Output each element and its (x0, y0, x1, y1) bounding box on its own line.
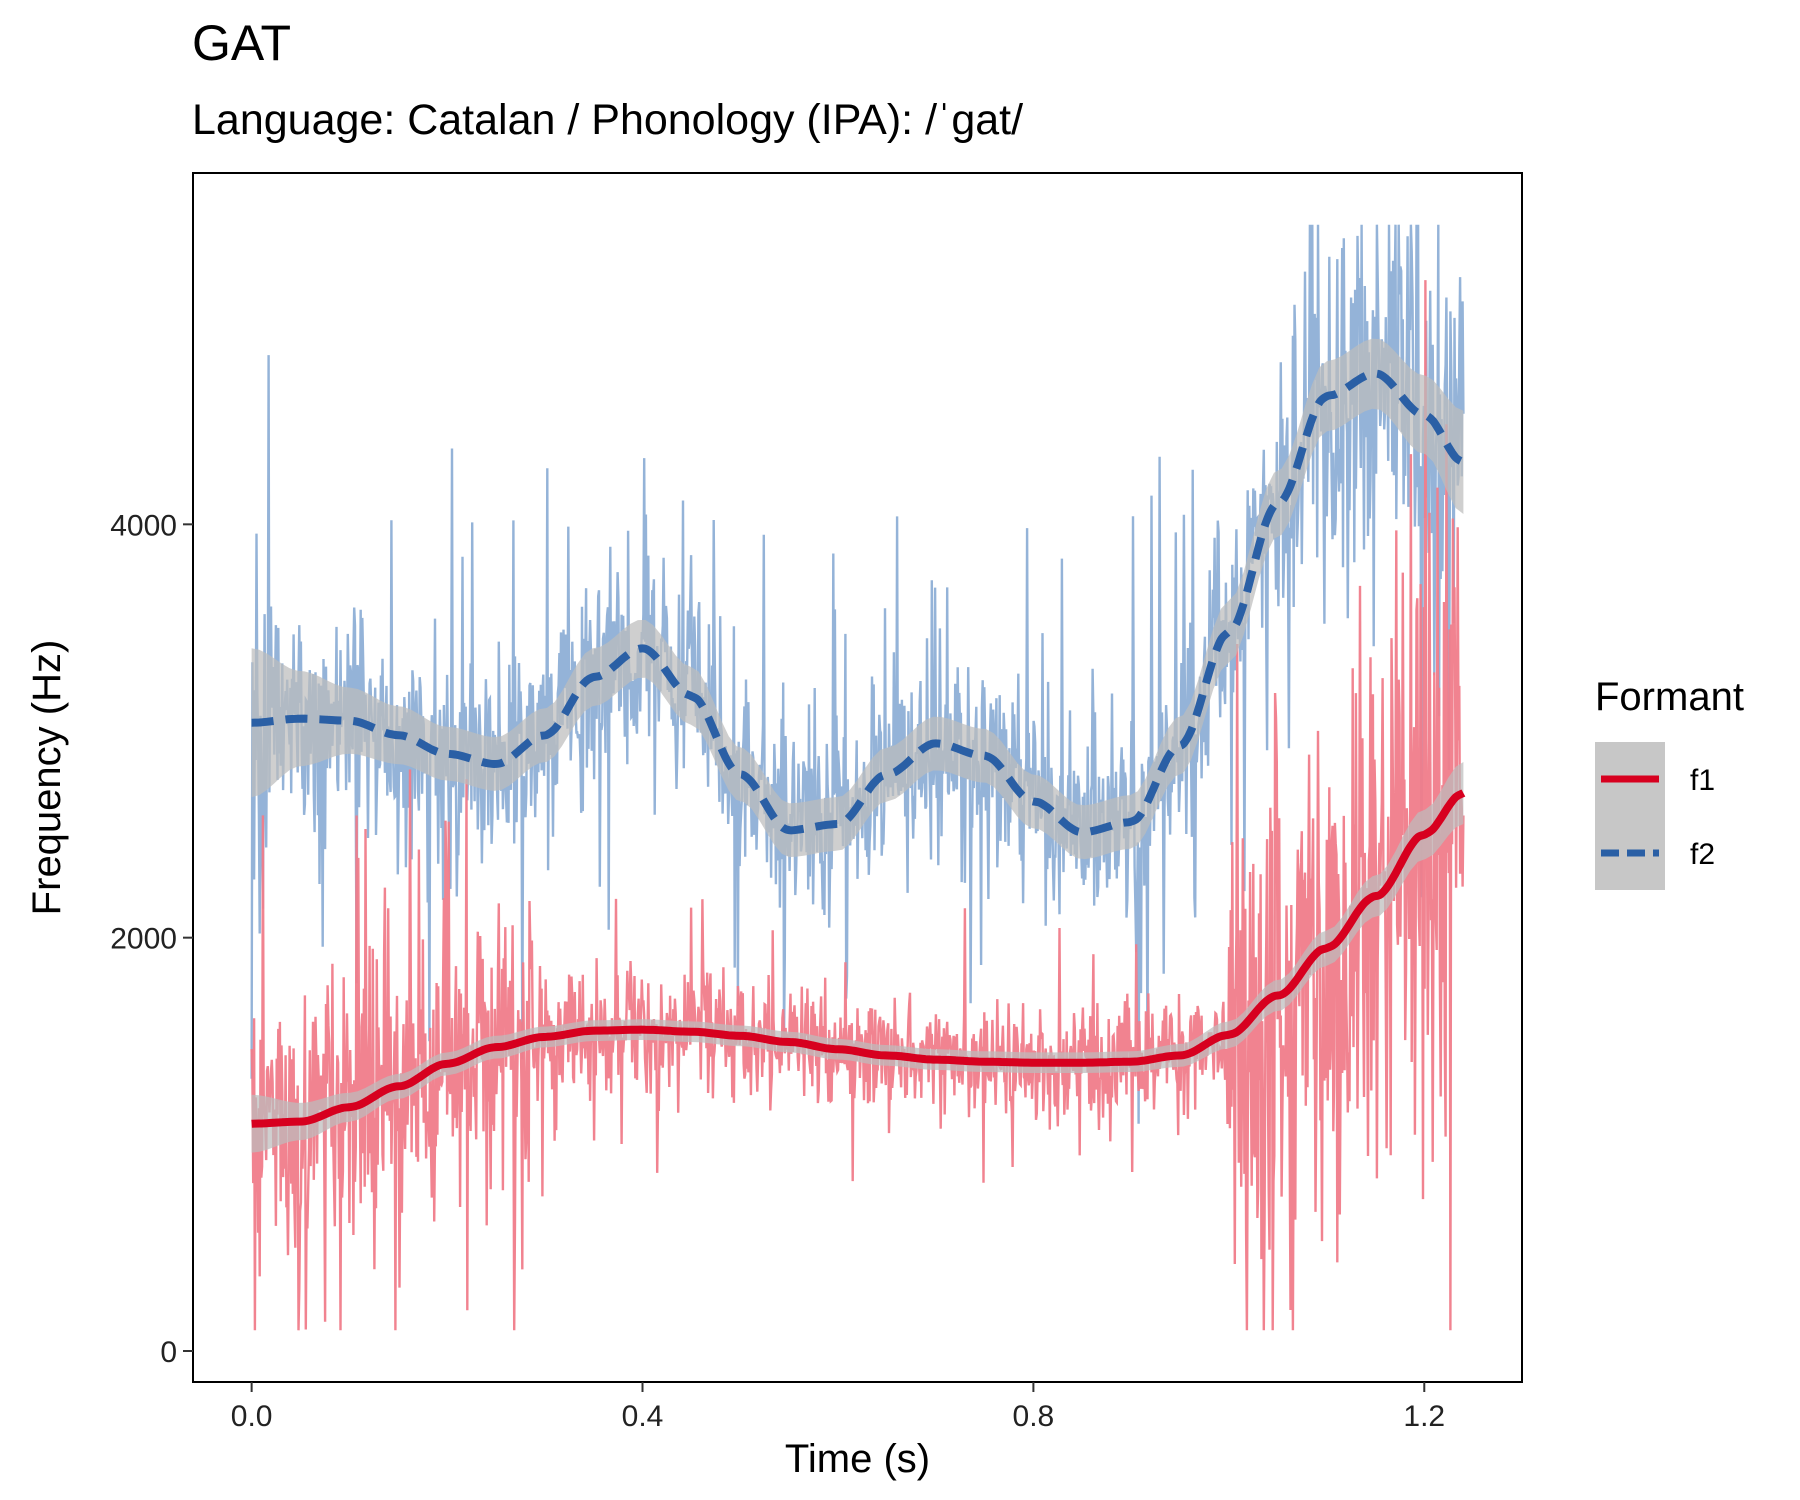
legend-label: f2 (1690, 838, 1715, 871)
chart-subtitle: Language: Catalan / Phonology (IPA): /ˈg… (192, 96, 1024, 144)
legend-item-f2: f2 (1595, 816, 1715, 890)
smooth-lines (251, 369, 1466, 1128)
y-tick-label: 2000 (110, 923, 177, 956)
y-tick-label: 4000 (110, 509, 177, 542)
legend-item-f1: f1 (1595, 742, 1715, 816)
axes: 0.0 0.4 0.8 1.2 0 2000 4000 (110, 509, 1445, 1433)
y-tick-label: 0 (160, 1336, 177, 1369)
plot-panel-border (192, 172, 1523, 1383)
x-tick-label: 1.2 (1403, 1400, 1445, 1433)
x-tick-label: 0.0 (231, 1400, 273, 1433)
f1-smooth-line (251, 789, 1466, 1128)
raw-traces (250, 224, 1465, 1331)
legend-label: f1 (1690, 764, 1715, 797)
legend-title: Formant (1595, 675, 1744, 719)
x-tick-label: 0.4 (622, 1400, 664, 1433)
f1-raw-trace (250, 280, 1465, 1331)
x-axis-title: Time (s) (785, 1437, 930, 1481)
chart-title: GAT (192, 15, 292, 71)
legend: Formant f1 f2 (1595, 675, 1744, 890)
f2-smooth-line (251, 369, 1466, 837)
x-tick-label: 0.8 (1013, 1400, 1055, 1433)
y-axis-title: Frequency (Hz) (25, 640, 69, 916)
